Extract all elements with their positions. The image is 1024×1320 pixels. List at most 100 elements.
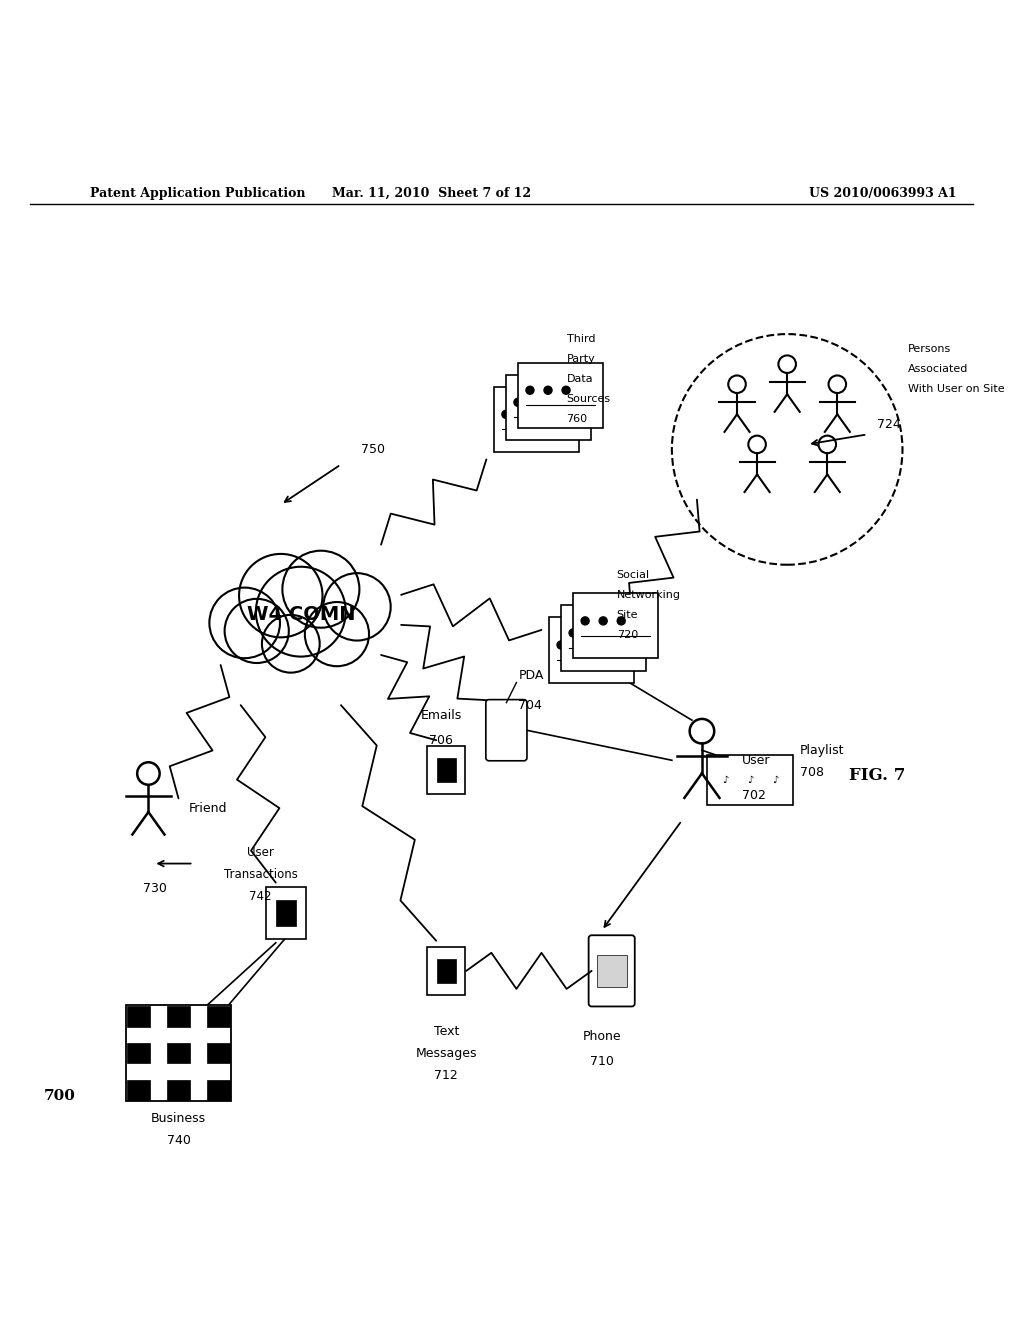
Circle shape: [538, 411, 546, 418]
Text: Emails: Emails: [421, 709, 462, 722]
Circle shape: [599, 616, 607, 624]
Text: 742: 742: [250, 890, 272, 903]
Text: 720: 720: [616, 630, 638, 640]
FancyBboxPatch shape: [436, 958, 456, 983]
Text: ♪: ♪: [746, 775, 754, 785]
Circle shape: [526, 387, 534, 395]
Text: Third: Third: [566, 334, 595, 345]
Text: Transactions: Transactions: [224, 869, 298, 880]
FancyBboxPatch shape: [427, 946, 465, 995]
Text: Business: Business: [151, 1111, 206, 1125]
Circle shape: [581, 616, 589, 624]
FancyBboxPatch shape: [427, 746, 465, 795]
Circle shape: [209, 587, 280, 659]
FancyBboxPatch shape: [207, 1006, 229, 1027]
Circle shape: [324, 573, 391, 640]
FancyBboxPatch shape: [167, 1006, 189, 1027]
FancyBboxPatch shape: [485, 700, 527, 760]
Circle shape: [778, 355, 796, 374]
Circle shape: [587, 628, 595, 638]
FancyBboxPatch shape: [589, 936, 635, 1006]
Text: 702: 702: [742, 789, 766, 801]
FancyBboxPatch shape: [266, 887, 306, 939]
Circle shape: [557, 642, 565, 649]
Text: 704: 704: [518, 698, 543, 711]
Text: Social: Social: [616, 570, 650, 579]
Circle shape: [605, 628, 613, 638]
FancyBboxPatch shape: [207, 1080, 229, 1100]
Circle shape: [562, 387, 570, 395]
Text: ♪: ♪: [772, 775, 778, 785]
Text: 708: 708: [800, 766, 824, 779]
Text: US 2010/0063993 A1: US 2010/0063993 A1: [809, 187, 956, 201]
Text: Associated: Associated: [907, 364, 968, 374]
Circle shape: [262, 615, 319, 673]
Circle shape: [544, 387, 552, 395]
Circle shape: [531, 399, 540, 407]
Text: 706: 706: [429, 734, 454, 747]
Circle shape: [818, 436, 836, 453]
Circle shape: [256, 566, 346, 656]
Text: 724: 724: [878, 418, 901, 430]
Text: User: User: [742, 754, 770, 767]
Text: Site: Site: [616, 610, 638, 620]
Circle shape: [137, 762, 160, 785]
FancyBboxPatch shape: [167, 1043, 189, 1064]
FancyBboxPatch shape: [207, 1043, 229, 1064]
Text: FIG. 7: FIG. 7: [849, 767, 905, 784]
Circle shape: [575, 642, 583, 649]
Circle shape: [239, 554, 323, 638]
Text: 712: 712: [434, 1069, 458, 1081]
Circle shape: [569, 628, 578, 638]
Text: 760: 760: [566, 414, 588, 424]
Circle shape: [828, 375, 846, 393]
FancyBboxPatch shape: [573, 593, 658, 659]
FancyBboxPatch shape: [167, 1080, 189, 1100]
FancyBboxPatch shape: [597, 954, 627, 987]
Text: Messages: Messages: [416, 1047, 477, 1060]
FancyBboxPatch shape: [127, 1080, 150, 1100]
Circle shape: [593, 642, 601, 649]
FancyBboxPatch shape: [561, 606, 646, 671]
FancyBboxPatch shape: [549, 618, 634, 682]
FancyBboxPatch shape: [518, 363, 603, 428]
Text: Data: Data: [566, 375, 593, 384]
Circle shape: [520, 411, 528, 418]
FancyBboxPatch shape: [494, 387, 580, 451]
Circle shape: [502, 411, 510, 418]
Text: ♪: ♪: [722, 775, 728, 785]
Text: W4 COMN: W4 COMN: [247, 606, 355, 624]
Circle shape: [283, 550, 359, 628]
FancyBboxPatch shape: [436, 758, 456, 783]
FancyBboxPatch shape: [127, 1006, 150, 1027]
Circle shape: [550, 399, 558, 407]
Text: 740: 740: [167, 1134, 190, 1147]
Text: Phone: Phone: [583, 1030, 621, 1043]
FancyBboxPatch shape: [708, 755, 793, 805]
Text: With User on Site: With User on Site: [907, 384, 1005, 395]
Text: Patent Application Publication: Patent Application Publication: [90, 187, 306, 201]
Circle shape: [617, 616, 626, 624]
Circle shape: [514, 399, 522, 407]
Text: PDA: PDA: [518, 668, 544, 681]
Text: Playlist: Playlist: [800, 743, 845, 756]
Circle shape: [305, 602, 369, 667]
Text: 750: 750: [361, 444, 385, 455]
Text: Friend: Friend: [188, 803, 227, 814]
Text: Persons: Persons: [907, 345, 950, 354]
Circle shape: [749, 436, 766, 453]
Circle shape: [728, 375, 745, 393]
FancyBboxPatch shape: [126, 1006, 231, 1101]
FancyBboxPatch shape: [275, 900, 296, 925]
Text: User: User: [247, 846, 274, 859]
Text: 730: 730: [143, 882, 167, 895]
Text: Text: Text: [433, 1024, 459, 1038]
FancyBboxPatch shape: [506, 375, 591, 440]
FancyBboxPatch shape: [127, 1043, 150, 1064]
Text: Party: Party: [566, 354, 595, 364]
Text: Mar. 11, 2010  Sheet 7 of 12: Mar. 11, 2010 Sheet 7 of 12: [332, 187, 530, 201]
Circle shape: [689, 719, 714, 743]
Circle shape: [224, 599, 289, 663]
Text: 710: 710: [590, 1055, 613, 1068]
Text: Sources: Sources: [566, 395, 610, 404]
